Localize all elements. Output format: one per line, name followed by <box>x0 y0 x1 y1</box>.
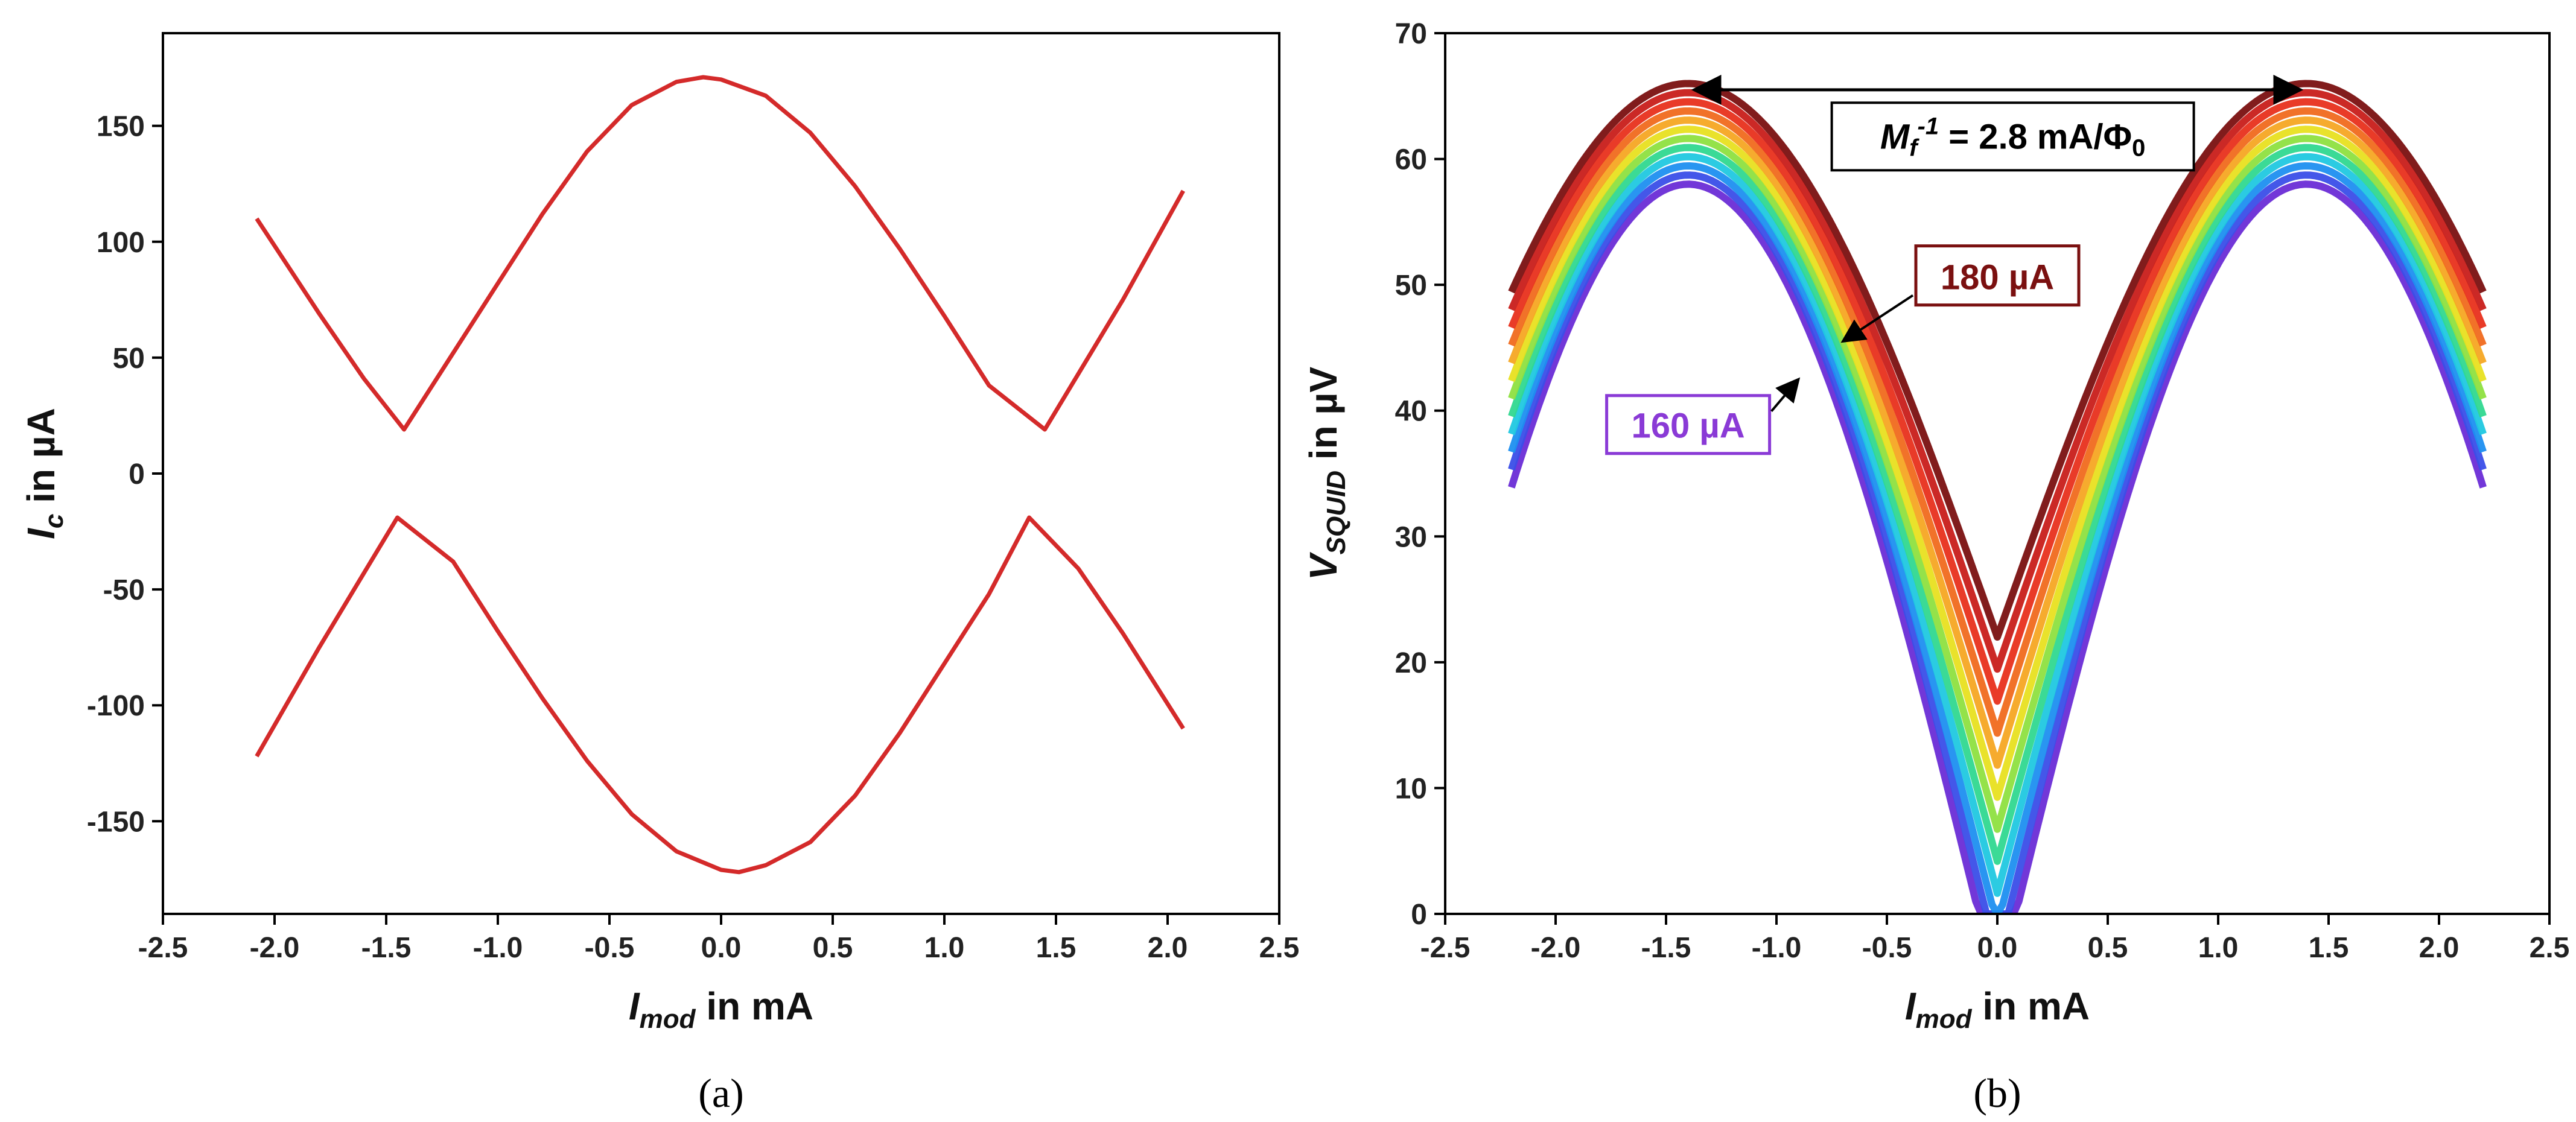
x-tick-label: 0.5 <box>2088 932 2128 964</box>
vsquid-curve <box>1508 116 2487 769</box>
low-bias-arrow <box>1770 377 1801 413</box>
panel-a-caption: (a) <box>698 1070 743 1116</box>
y-tick-label: -100 <box>87 690 145 722</box>
x-tick-label: 1.0 <box>2198 932 2239 964</box>
high-bias-label: 180 µA <box>1941 258 2054 297</box>
x-tick-label: -1.0 <box>473 932 523 964</box>
x-tick-label: 0.0 <box>701 932 742 964</box>
x-tick-label: 1.5 <box>1036 932 1077 964</box>
x-tick-label: 0.5 <box>813 932 853 964</box>
high-bias-annotation: 180 µA <box>1840 244 2081 343</box>
panel-b-x-ticks: -2.5 -2.0 -1.5 -1.0 -0.5 0.0 0.5 1.0 1.5 2.0 2.5 <box>1420 914 2570 964</box>
x-tick-label: -2.5 <box>138 932 188 964</box>
panel-a-x-ticks: -2.5 -2.0 -1.5 -1.0 -0.5 0.0 0.5 1.0 1.5 2.0 2.5 <box>138 914 1300 964</box>
y-tick-label: 50 <box>113 343 145 375</box>
panel-a-plot-frame <box>162 32 1280 915</box>
x-tick-label: 2.5 <box>1259 932 1300 964</box>
period-label-box <box>1830 101 2195 172</box>
y-tick-label: 0 <box>1411 899 1427 931</box>
panel-b-curves <box>1508 80 2487 914</box>
x-tick-label: -2.5 <box>1420 932 1471 964</box>
x-tick-label: 1.0 <box>924 932 965 964</box>
period-annotation: Mf-1 = 2.8 mA/Φ0 <box>1830 101 2195 172</box>
x-tick-label: -1.0 <box>1752 932 1802 964</box>
y-tick-label: 50 <box>1395 270 1427 302</box>
y-tick-label: 0 <box>129 458 145 490</box>
y-tick-label: 60 <box>1395 144 1427 176</box>
x-tick-label: 0.0 <box>1977 932 2018 964</box>
x-tick-label: -0.5 <box>1862 932 1912 964</box>
vsquid-curve <box>1508 89 2487 673</box>
panel-a-x-axis-label: Imod in mA <box>629 984 813 1034</box>
panel-b-y-ticks: 0 10 20 30 40 50 60 70 <box>1395 18 1445 931</box>
period-label: Mf-1 = 2.8 mA/Φ0 <box>1880 113 2146 161</box>
vsquid-curve <box>1508 162 2487 914</box>
vsquid-curve <box>1508 135 2487 833</box>
y-tick-label: 30 <box>1395 521 1427 553</box>
y-tick-label: 10 <box>1395 773 1427 805</box>
vsquid-curve <box>1508 153 2487 897</box>
vsquid-curve <box>1508 171 2487 914</box>
x-tick-label: -0.5 <box>585 932 635 964</box>
chart-panel-b: -2.5 -2.0 -1.5 -1.0 -0.5 0.0 0.5 1.0 1.5 2.0 2.5 0… <box>1302 18 2569 1116</box>
vsquid-curve <box>1508 107 2487 737</box>
x-tick-label: -2.0 <box>1531 932 1581 964</box>
y-tick-label: 70 <box>1395 18 1427 50</box>
vsquid-curve <box>1508 144 2487 865</box>
y-tick-label: -50 <box>103 574 145 606</box>
vsquid-curve <box>1508 180 2487 914</box>
panel-a-curves <box>255 75 1185 875</box>
x-tick-label: -2.0 <box>250 932 300 964</box>
x-tick-label: -1.5 <box>1641 932 1691 964</box>
high-bias-label-box <box>1914 244 2081 307</box>
panel-b-caption: (b) <box>1973 1070 2021 1116</box>
x-tick-label: 2.5 <box>2530 932 2570 964</box>
y-tick-label: 40 <box>1395 396 1427 428</box>
y-tick-label: -150 <box>87 806 145 838</box>
x-tick-label: 2.0 <box>2419 932 2460 964</box>
vsquid-curve <box>1508 80 2487 641</box>
x-tick-label: 1.5 <box>2309 932 2349 964</box>
y-tick-label: 20 <box>1395 647 1427 679</box>
vsquid-curve <box>1508 125 2487 801</box>
x-tick-label: -1.5 <box>361 932 412 964</box>
x-tick-label: 2.0 <box>1148 932 1188 964</box>
panel-a-y-axis-label: Ic in µA <box>19 408 69 539</box>
y-tick-label: 100 <box>97 227 145 259</box>
panel-b-x-axis-label: Imod in mA <box>1905 984 2090 1034</box>
vsquid-curve <box>1508 98 2487 705</box>
low-bias-annotation: 160 µA <box>1605 377 1801 455</box>
low-bias-label-box <box>1605 394 1772 455</box>
ic-curve-positive <box>255 75 1185 432</box>
high-bias-arrow <box>1840 294 1914 343</box>
low-bias-label: 160 µA <box>1631 407 1744 446</box>
panel-b-y-axis-label: VSQUID in µV <box>1302 367 1351 580</box>
panel-a-y-ticks: -150 -100 -50 0 50 100 150 <box>87 111 163 838</box>
chart-panel-a: -2.5 -2.0 -1.5 -1.0 -0.5 0.0 0.5 1.0 1.5 2.0 2.5 -… <box>19 32 1300 1116</box>
ic-curve-negative <box>255 515 1185 875</box>
y-tick-label: 150 <box>97 111 145 143</box>
